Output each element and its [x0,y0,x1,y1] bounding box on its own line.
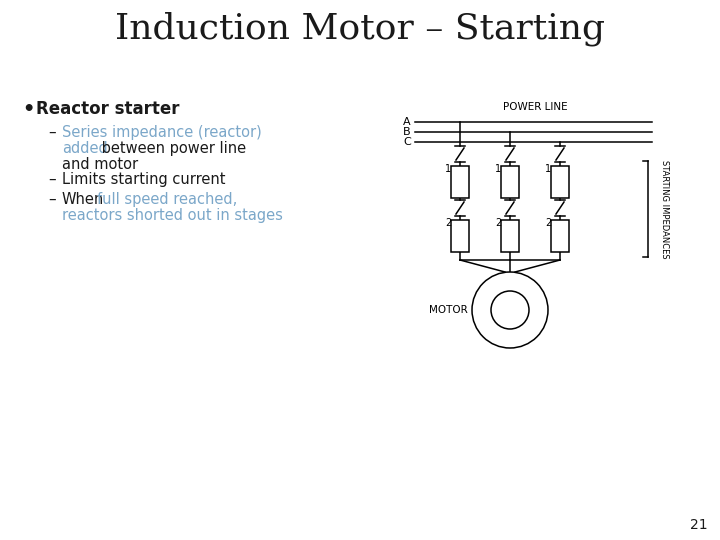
Text: 2: 2 [545,218,551,228]
Text: 21: 21 [690,518,708,532]
Text: 1: 1 [445,164,451,174]
Bar [551,166,569,198]
Bar [501,166,519,198]
Text: full speed reached,: full speed reached, [97,192,238,207]
Text: –: – [48,192,55,207]
Text: C: C [403,137,411,147]
Bar [451,220,469,252]
Text: B: B [403,127,411,137]
Text: reactors shorted out in stages: reactors shorted out in stages [62,208,283,223]
Text: added: added [62,141,108,156]
Text: Series impedance (reactor): Series impedance (reactor) [62,125,262,140]
Bar [501,220,519,252]
Text: When: When [62,192,104,207]
Text: POWER LINE: POWER LINE [503,102,567,112]
Circle shape [491,291,529,329]
Text: 2: 2 [445,218,451,228]
Text: Induction Motor – Starting: Induction Motor – Starting [115,12,605,46]
Text: MOTOR: MOTOR [429,305,468,315]
Text: 1: 1 [545,164,551,174]
Text: A: A [403,117,411,127]
Text: –: – [48,172,55,187]
Text: 2: 2 [495,218,501,228]
Circle shape [472,272,548,348]
Text: Reactor starter: Reactor starter [36,100,179,118]
Bar [451,166,469,198]
Text: –: – [48,125,55,140]
Text: between power line: between power line [97,141,246,156]
Text: and motor: and motor [62,157,138,172]
Text: 1: 1 [495,164,501,174]
Text: •: • [22,100,35,119]
Text: STARTING IMPEDANCES: STARTING IMPEDANCES [660,160,669,258]
Bar [551,220,569,252]
Text: Limits starting current: Limits starting current [62,172,225,187]
